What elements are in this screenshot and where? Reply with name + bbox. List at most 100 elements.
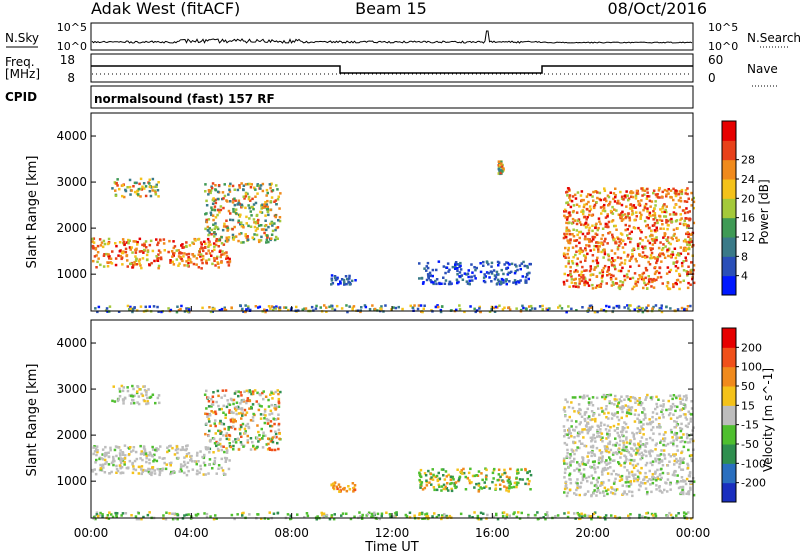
velocity-colorbar-tick-6: -100 — [741, 457, 766, 470]
time-tick-label-4: 16:00 — [475, 526, 510, 540]
power-feature-1 — [111, 177, 160, 199]
velocity-feature-3 — [330, 481, 357, 493]
velocity-colorbar-label-main: Velocity [m s^-1] — [761, 368, 775, 472]
power-colorbar-segment-5 — [722, 179, 736, 199]
nave-right-tick-bottom: 0 — [708, 71, 716, 85]
velocity-colorbar-segment-4 — [722, 405, 736, 426]
power-feature-3 — [330, 274, 357, 286]
search-right-label: N.Search — [747, 31, 800, 45]
sky-left-tick-top: 10^5 — [57, 21, 87, 34]
power-panel: 1000 2000 3000 4000 Slant Range [km] 4 8 12 16… — [25, 112, 771, 314]
power-feature-2 — [204, 182, 282, 244]
cpid-frame — [90, 85, 694, 109]
time-tick-label-2: 08:00 — [274, 526, 309, 540]
time-tick-label-1: 04:00 — [174, 526, 209, 540]
velocity-colorbar-segment-1 — [722, 463, 736, 484]
sky-trace-line — [91, 30, 693, 44]
velocity-feature-0 — [91, 444, 231, 477]
power-feature-0 — [91, 237, 232, 270]
power-colorbar-label: Power [dB] — [757, 179, 771, 244]
velocity-feature-4 — [418, 467, 533, 493]
sky-right-tick-bottom: 10^0 — [708, 40, 738, 53]
power-colorbar-segment-4 — [722, 198, 736, 219]
power-colorbar-tick-2: 12 — [741, 231, 755, 244]
velocity-y-tick-label-2: 3000 — [56, 382, 87, 396]
power-data — [91, 160, 696, 314]
beam-title: Beam 15 — [355, 0, 427, 18]
power-feature-5 — [562, 186, 696, 291]
date-title: 08/Oct/2016 — [607, 0, 707, 18]
time-axis: 00:00 04:00 08:00 12:00 16:00 20:00 00:00 — [74, 306, 711, 540]
power-colorbar-segment-1 — [722, 256, 736, 277]
velocity-colorbar-tick-3: 15 — [741, 399, 755, 412]
time-axis-label: Time UT — [364, 540, 418, 554]
nave-right-label: Nave — [747, 62, 778, 76]
time-tick-label-6: 00:00 — [676, 526, 711, 540]
power-colorbar-tick-4: 20 — [741, 192, 755, 205]
freq-trace — [91, 65, 693, 74]
cpid-label: CPID — [5, 90, 37, 104]
time-tick-label-5: 20:00 — [575, 526, 610, 540]
sky-panel-frame — [90, 22, 694, 51]
velocity-feature-1 — [111, 384, 161, 406]
power-y-tick-label-1: 2000 — [56, 221, 87, 235]
cpid-row: CPID normalsound (fast) 157 RF — [5, 85, 694, 109]
power-colorbar-tick-1: 8 — [741, 250, 748, 263]
power-y-tick-label-2: 3000 — [56, 175, 87, 189]
velocity-colorbar-segment-8 — [722, 328, 736, 348]
cpid-text: normalsound (fast) 157 RF — [94, 92, 275, 106]
power-colorbar-tick-0: 4 — [741, 270, 748, 283]
velocity-y-tick-label-0: 1000 — [56, 474, 87, 488]
freq-left-label-1: Freq. — [5, 55, 35, 69]
velocity-colorbar-tick-5: -50 — [741, 438, 759, 451]
sky-left-tick-bottom: 10^0 — [57, 40, 87, 53]
power-y-tick-label-0: 1000 — [56, 267, 87, 281]
time-tick-label-0: 00:00 — [74, 526, 109, 540]
freq-panel-frame — [90, 53, 694, 83]
velocity-y-label: Slant Range [km] — [25, 364, 40, 477]
power-colorbar-tick-5: 24 — [741, 173, 755, 186]
power-feature-6 — [497, 160, 505, 176]
velocity-colorbar-segment-6 — [722, 366, 736, 387]
velocity-colorbar-segment-7 — [722, 347, 736, 368]
velocity-colorbar-tick-7: -200 — [741, 477, 766, 490]
velocity-colorbar: 200 100 50 15 -15 -50 -100 -200 — [721, 327, 766, 503]
power-colorbar-segment-3 — [722, 217, 736, 238]
velocity-colorbar-tick-0: 200 — [741, 341, 762, 354]
sky-right-tick-top: 10^5 — [708, 21, 738, 34]
sky-trace — [91, 30, 693, 44]
station-title: Adak West (fitACF) — [91, 0, 240, 18]
power-y-tick-label-3: 4000 — [56, 129, 87, 143]
velocity-colorbar-segment-5 — [722, 386, 736, 406]
power-colorbar-segment-8 — [722, 121, 736, 141]
velocity-feature-5 — [562, 393, 696, 498]
power-colorbar-segment-7 — [722, 140, 736, 161]
freq-left-label-2: [MHz] — [5, 67, 40, 81]
nave-right-tick-top: 60 — [708, 53, 723, 67]
power-colorbar: 4 8 12 16 20 24 28 — [721, 120, 755, 296]
sky-left-label: N.Sky — [5, 31, 39, 45]
power-colorbar-segment-0 — [722, 275, 736, 296]
velocity-colorbar-tick-4: -15 — [741, 419, 759, 432]
power-feature-4 — [418, 260, 532, 286]
power-y-axis: 1000 2000 3000 4000 — [56, 129, 693, 281]
velocity-feature-2 — [203, 389, 282, 452]
velocity-data — [91, 384, 696, 521]
freq-left-tick-top: 18 — [60, 53, 75, 67]
velocity-colorbar-label: Velocity [m s^-1] — [761, 368, 775, 472]
velocity-colorbar-segment-0 — [722, 482, 736, 503]
velocity-panel: 1000 2000 3000 4000 Slant Range [km] 200 100… — [25, 319, 775, 521]
velocity-y-axis: 1000 2000 3000 4000 — [56, 336, 693, 488]
velocity-colorbar-tick-1: 100 — [741, 361, 762, 374]
velocity-panel-frame — [90, 319, 694, 519]
power-colorbar-segment-2 — [722, 237, 736, 257]
velocity-y-tick-label-1: 2000 — [56, 428, 87, 442]
sky-panel: N.Sky 10^5 10^0 10^5 10^0 N.Search — [5, 21, 800, 53]
velocity-colorbar-segment-3 — [722, 424, 736, 445]
power-colorbar-tick-6: 28 — [741, 154, 755, 167]
velocity-colorbar-segment-2 — [722, 444, 736, 464]
freq-panel: Freq. [MHz] 18 8 60 0 Nave — [5, 53, 778, 87]
power-colorbar-tick-3: 16 — [741, 212, 755, 225]
velocity-colorbar-tick-2: 50 — [741, 380, 755, 393]
